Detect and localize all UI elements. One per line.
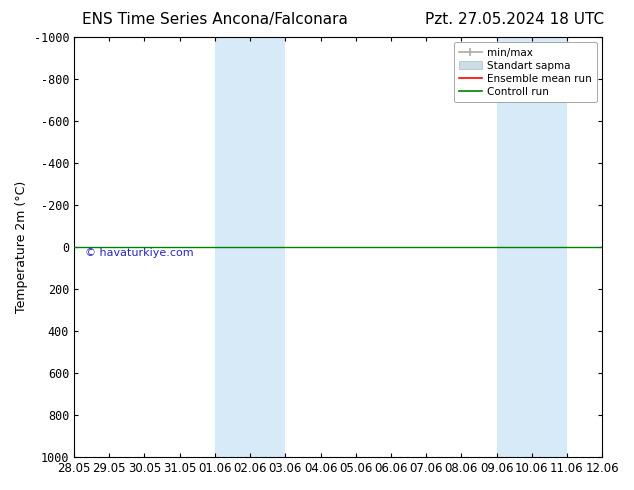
Bar: [496, 37, 567, 457]
Legend: min/max, Standart sapma, Ensemble mean run, Controll run: min/max, Standart sapma, Ensemble mean r…: [454, 42, 597, 102]
Text: © havaturkiye.com: © havaturkiye.com: [84, 248, 193, 258]
Text: Pzt. 27.05.2024 18 UTC: Pzt. 27.05.2024 18 UTC: [425, 12, 604, 27]
Text: ENS Time Series Ancona/Falconara: ENS Time Series Ancona/Falconara: [82, 12, 348, 27]
Bar: [215, 37, 285, 457]
Y-axis label: Temperature 2m (°C): Temperature 2m (°C): [15, 181, 28, 313]
